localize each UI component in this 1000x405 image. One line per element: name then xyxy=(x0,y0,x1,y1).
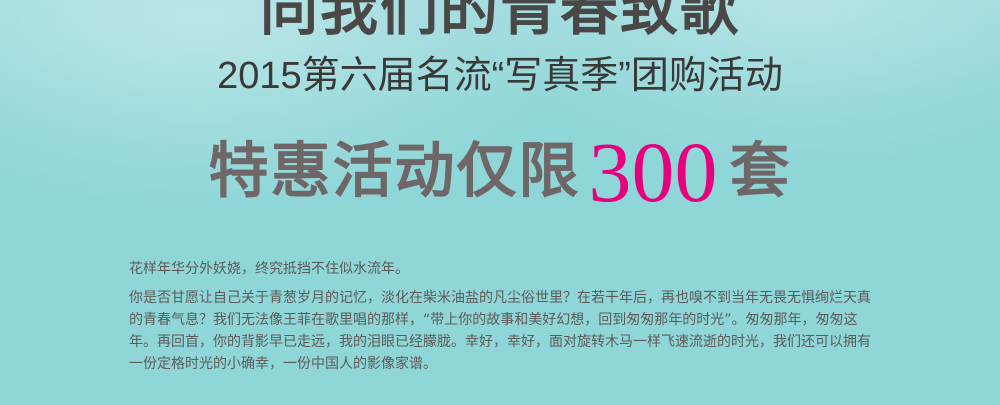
headline-suffix: 套 xyxy=(729,136,792,207)
hero-title-partial: 同我们的青春致歌 xyxy=(259,0,740,43)
article-body: 花样年华分外妖娆，终究抵挡不住似水流年。 你是否甘愿让自己关于青葱岁月的记忆，淡… xyxy=(129,258,881,375)
hero-headline: 特惠活动仅限300 套 xyxy=(0,124,1000,219)
article-paragraph-2: 你是否甘愿让自己关于青葱岁月的记忆，淡化在柴米油盐的凡尘俗世里？在若干年后，再也… xyxy=(129,290,871,372)
headline-prefix: 特惠活动仅限 xyxy=(208,136,581,207)
article-paragraph-1: 花样年华分外妖娆，终究抵挡不住似水流年。 xyxy=(129,261,409,277)
headline-number: 300 xyxy=(588,123,718,220)
hero-subtitle: 2015第六届名流“写真季”团购活动 xyxy=(217,55,783,97)
